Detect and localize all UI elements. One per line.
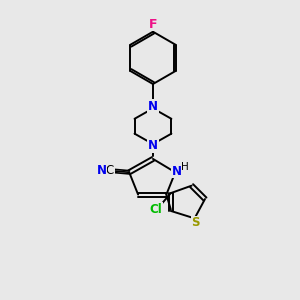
Text: C: C <box>106 164 114 177</box>
Text: N: N <box>148 139 158 152</box>
Text: S: S <box>191 216 200 229</box>
Text: N: N <box>97 164 107 177</box>
Text: Cl: Cl <box>150 203 162 216</box>
Text: N: N <box>148 100 158 113</box>
Text: F: F <box>149 18 157 31</box>
Text: N: N <box>172 165 182 178</box>
Text: H: H <box>181 162 189 172</box>
